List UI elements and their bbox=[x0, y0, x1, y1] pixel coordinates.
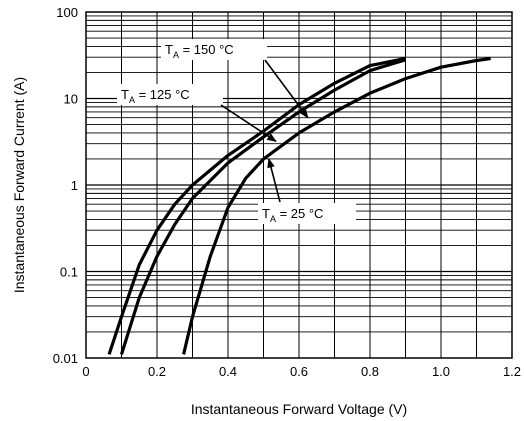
y-tick-label: 1 bbox=[71, 178, 78, 193]
series-label-box bbox=[117, 84, 223, 105]
x-tick-label: 0.8 bbox=[361, 364, 379, 379]
y-tick-label: 10 bbox=[64, 92, 78, 107]
x-tick-label: 0.2 bbox=[148, 364, 166, 379]
y-tick-label: 0.01 bbox=[53, 351, 78, 366]
series-line-0 bbox=[107, 56, 406, 355]
annotations: TA = 150 °C TA = 125 °C TA = 25 °C bbox=[117, 39, 356, 224]
series-label-box bbox=[258, 203, 356, 224]
series-label: TA = 125 °C bbox=[121, 87, 190, 105]
series-lines bbox=[107, 56, 491, 355]
series-label: TA = 150 °C bbox=[165, 42, 234, 60]
x-tick-label: 0 bbox=[82, 364, 89, 379]
x-tick-label: 1.0 bbox=[432, 364, 450, 379]
x-tick-label: 0.6 bbox=[290, 364, 308, 379]
x-tick-label: 0.4 bbox=[219, 364, 237, 379]
tick-labels: 0 0.2 0.4 0.6 0.8 1.0 1.2 0.01 0.1 1 10 100 bbox=[53, 5, 521, 379]
series-label: TA = 25 °C bbox=[262, 206, 323, 224]
series-label-arrow bbox=[264, 59, 309, 119]
series-line-2 bbox=[182, 56, 491, 355]
series-label-arrow bbox=[220, 104, 277, 142]
grid bbox=[86, 12, 512, 358]
series-label-arrow bbox=[267, 158, 281, 203]
y-axis-title: Instantaneous Forward Current (A) bbox=[11, 77, 27, 293]
x-tick-label: 1.2 bbox=[503, 364, 521, 379]
series-line-1 bbox=[119, 58, 406, 355]
y-tick-label: 0.1 bbox=[60, 265, 78, 280]
x-axis-title: Instantaneous Forward Voltage (V) bbox=[191, 401, 407, 417]
plot-frame bbox=[85, 11, 513, 359]
y-tick-label: 100 bbox=[56, 5, 78, 20]
series-label-box bbox=[161, 39, 267, 60]
